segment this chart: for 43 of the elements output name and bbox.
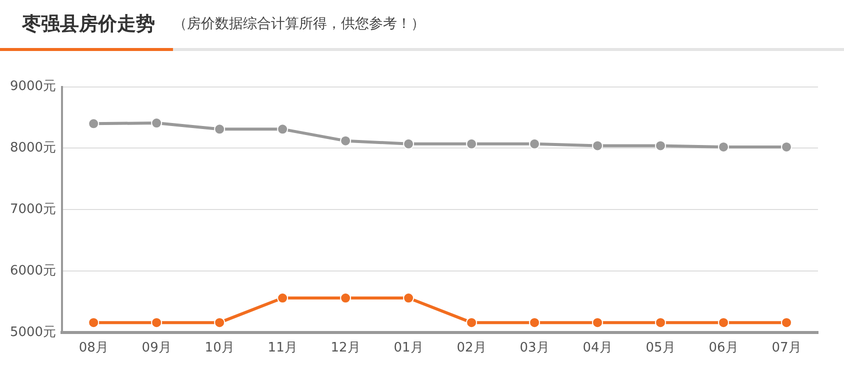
point bbox=[340, 135, 352, 146]
x-tick-label: 07月 bbox=[772, 340, 802, 356]
point bbox=[88, 118, 100, 130]
point bbox=[214, 124, 226, 135]
y-tick-label: 6000元 bbox=[10, 263, 56, 278]
chart-title: 枣强县房价走势 bbox=[0, 0, 173, 51]
point bbox=[592, 317, 604, 328]
x-tick-label: 11月 bbox=[268, 340, 298, 356]
x-tick-label: 09月 bbox=[142, 340, 172, 356]
x-tick-label: 03月 bbox=[520, 340, 550, 356]
point bbox=[277, 292, 288, 304]
point bbox=[403, 292, 414, 304]
point bbox=[529, 138, 540, 150]
point bbox=[466, 317, 478, 328]
x-tick-label: 02月 bbox=[456, 340, 486, 356]
x-tick-label: 08月 bbox=[78, 340, 108, 356]
point bbox=[718, 141, 730, 152]
y-tick-label: 7000元 bbox=[10, 202, 56, 217]
x-tick-label: 10月 bbox=[204, 340, 234, 356]
y-tick-label: 8000元 bbox=[10, 140, 56, 156]
point bbox=[529, 317, 540, 328]
y-tick-label: 5000元 bbox=[10, 324, 56, 340]
point bbox=[151, 317, 162, 328]
x-tick-label: 05月 bbox=[646, 340, 676, 356]
x-tick-label: 01月 bbox=[394, 340, 424, 356]
point bbox=[781, 317, 792, 328]
point bbox=[655, 140, 666, 152]
point bbox=[88, 317, 100, 328]
point bbox=[655, 317, 666, 328]
point bbox=[781, 141, 792, 152]
point bbox=[340, 292, 352, 304]
x-tick-label: 06月 bbox=[708, 340, 738, 356]
point bbox=[466, 138, 478, 150]
point bbox=[214, 317, 226, 328]
x-tick-label: 12月 bbox=[330, 340, 360, 356]
x-tick-label: 04月 bbox=[582, 340, 612, 356]
chart-subtitle: （房价数据综合计算所得，供您参考！） bbox=[173, 15, 425, 33]
point bbox=[277, 124, 288, 135]
point bbox=[151, 118, 162, 129]
point bbox=[592, 140, 604, 152]
point bbox=[403, 138, 414, 150]
point bbox=[718, 317, 730, 328]
y-tick-label: 9000元 bbox=[10, 79, 56, 94]
